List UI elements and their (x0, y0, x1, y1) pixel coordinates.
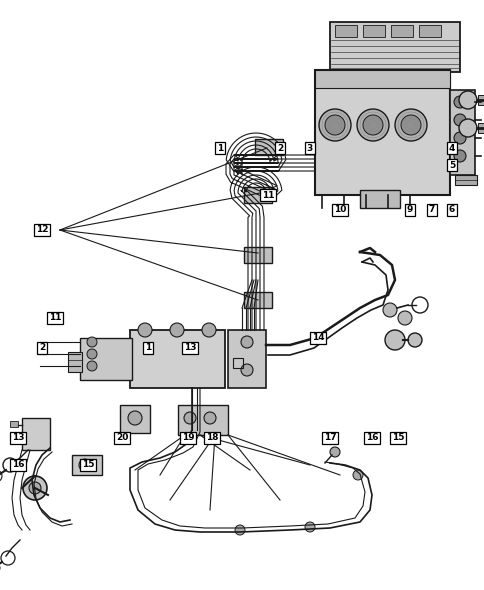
Text: 12: 12 (36, 225, 48, 234)
Text: 19: 19 (182, 434, 194, 442)
Text: 10: 10 (333, 205, 346, 215)
Circle shape (201, 323, 215, 337)
Bar (68, 352, 82, 372)
Text: 20: 20 (116, 434, 128, 442)
Bar (362, 25, 384, 37)
Text: 16: 16 (12, 461, 24, 470)
Bar (314, 70, 449, 195)
Text: 5: 5 (448, 160, 454, 169)
Circle shape (352, 470, 362, 480)
Bar (10, 433, 18, 439)
Circle shape (318, 109, 350, 141)
Circle shape (407, 333, 421, 347)
Circle shape (453, 114, 465, 126)
Bar (120, 405, 150, 433)
Circle shape (384, 330, 404, 350)
Text: 6: 6 (448, 205, 454, 215)
Bar (454, 175, 476, 185)
Circle shape (362, 115, 382, 135)
Text: 2: 2 (276, 143, 283, 152)
Circle shape (170, 323, 183, 337)
Circle shape (138, 323, 151, 337)
Text: 1: 1 (145, 343, 151, 352)
Circle shape (87, 337, 97, 347)
Text: 1: 1 (216, 143, 223, 152)
Bar (22, 418, 50, 450)
Circle shape (241, 336, 253, 348)
Bar (334, 25, 356, 37)
Bar (130, 330, 225, 388)
Text: 13: 13 (183, 343, 196, 352)
Text: 2: 2 (39, 343, 45, 352)
Circle shape (453, 132, 465, 144)
Bar (477, 123, 484, 133)
Text: 15: 15 (391, 434, 404, 442)
Bar (227, 330, 265, 388)
Circle shape (400, 115, 420, 135)
Bar (418, 25, 440, 37)
Text: 16: 16 (365, 434, 378, 442)
Circle shape (128, 411, 142, 425)
Circle shape (458, 91, 476, 109)
Text: 11: 11 (49, 313, 61, 323)
Bar (243, 187, 272, 203)
Bar (390, 25, 412, 37)
Circle shape (241, 364, 253, 376)
Circle shape (329, 447, 339, 457)
Circle shape (356, 109, 388, 141)
Bar (80, 338, 132, 380)
Circle shape (87, 349, 97, 359)
Bar (232, 358, 242, 368)
Text: 11: 11 (261, 191, 273, 199)
Circle shape (79, 459, 91, 471)
Circle shape (453, 96, 465, 108)
Circle shape (23, 476, 47, 500)
Bar (10, 421, 18, 427)
Bar (449, 90, 474, 175)
Bar (359, 190, 399, 208)
Circle shape (183, 412, 196, 424)
Circle shape (235, 525, 244, 535)
Text: 13: 13 (12, 434, 24, 442)
Text: 7: 7 (428, 205, 434, 215)
Text: 9: 9 (406, 205, 412, 215)
Circle shape (382, 303, 396, 317)
Text: 17: 17 (323, 434, 335, 442)
Circle shape (453, 150, 465, 162)
Bar (178, 405, 227, 435)
Bar (477, 95, 484, 105)
Bar (243, 292, 272, 308)
Text: 3: 3 (306, 143, 313, 152)
Circle shape (87, 361, 97, 371)
Circle shape (204, 412, 215, 424)
Circle shape (458, 119, 476, 137)
Circle shape (324, 115, 344, 135)
Text: 14: 14 (311, 333, 324, 343)
Circle shape (397, 311, 411, 325)
Bar (255, 139, 283, 155)
Circle shape (304, 522, 314, 532)
Circle shape (29, 482, 41, 494)
Text: 18: 18 (205, 434, 218, 442)
Text: 4: 4 (448, 143, 454, 152)
Bar (243, 247, 272, 263)
Bar (314, 70, 449, 88)
Bar (72, 455, 102, 475)
Text: 15: 15 (82, 461, 94, 470)
Circle shape (394, 109, 426, 141)
Bar (329, 22, 459, 72)
